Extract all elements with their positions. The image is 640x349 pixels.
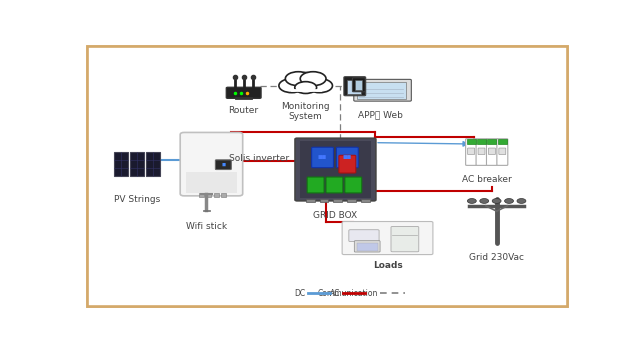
Text: Solis inverter: Solis inverter — [229, 154, 289, 163]
FancyBboxPatch shape — [214, 193, 219, 197]
Text: Grid 230Vac: Grid 230Vac — [469, 253, 524, 262]
FancyBboxPatch shape — [207, 193, 211, 197]
Text: DC: DC — [294, 289, 306, 298]
FancyBboxPatch shape — [300, 141, 371, 198]
FancyBboxPatch shape — [348, 199, 356, 202]
FancyBboxPatch shape — [339, 155, 356, 173]
FancyBboxPatch shape — [88, 46, 568, 306]
Text: Communication: Communication — [317, 289, 378, 298]
Text: PV Strings: PV Strings — [114, 195, 160, 204]
FancyBboxPatch shape — [342, 222, 433, 254]
FancyBboxPatch shape — [333, 199, 342, 202]
FancyBboxPatch shape — [355, 80, 362, 90]
Circle shape — [285, 72, 311, 86]
Circle shape — [480, 199, 489, 203]
Circle shape — [300, 72, 326, 86]
FancyBboxPatch shape — [307, 177, 324, 193]
Circle shape — [517, 199, 526, 203]
FancyBboxPatch shape — [130, 152, 144, 176]
Circle shape — [288, 73, 324, 92]
FancyBboxPatch shape — [180, 132, 243, 196]
Text: AC breaker: AC breaker — [462, 175, 511, 184]
FancyBboxPatch shape — [391, 227, 419, 252]
FancyBboxPatch shape — [498, 139, 507, 144]
FancyBboxPatch shape — [227, 87, 261, 98]
FancyBboxPatch shape — [344, 77, 365, 96]
FancyBboxPatch shape — [466, 139, 477, 165]
FancyBboxPatch shape — [354, 79, 412, 101]
FancyBboxPatch shape — [345, 177, 362, 193]
FancyBboxPatch shape — [476, 139, 487, 165]
FancyBboxPatch shape — [488, 139, 497, 144]
FancyBboxPatch shape — [499, 148, 506, 155]
FancyBboxPatch shape — [361, 199, 370, 202]
FancyBboxPatch shape — [486, 139, 497, 165]
Text: Loads: Loads — [372, 261, 403, 270]
FancyBboxPatch shape — [326, 177, 343, 193]
Text: Monitoring
System: Monitoring System — [282, 102, 330, 121]
FancyBboxPatch shape — [216, 160, 231, 170]
FancyBboxPatch shape — [202, 209, 211, 211]
FancyBboxPatch shape — [221, 193, 227, 197]
Text: Wifi stick: Wifi stick — [186, 222, 227, 231]
FancyBboxPatch shape — [357, 82, 406, 99]
FancyBboxPatch shape — [114, 152, 128, 176]
FancyBboxPatch shape — [199, 193, 204, 197]
FancyBboxPatch shape — [349, 230, 379, 242]
Text: APP． Web: APP． Web — [358, 110, 403, 119]
Circle shape — [279, 79, 305, 93]
Circle shape — [295, 82, 317, 94]
Text: ◼◼: ◼◼ — [342, 155, 352, 160]
FancyBboxPatch shape — [295, 138, 376, 201]
FancyBboxPatch shape — [477, 139, 486, 144]
Circle shape — [504, 199, 513, 203]
Text: ◼: ◼ — [221, 162, 225, 167]
FancyBboxPatch shape — [488, 148, 495, 155]
Circle shape — [307, 79, 332, 93]
FancyBboxPatch shape — [348, 80, 361, 94]
Text: Router: Router — [228, 105, 259, 114]
Text: GRID BOX: GRID BOX — [314, 211, 358, 220]
FancyBboxPatch shape — [352, 78, 365, 92]
FancyBboxPatch shape — [337, 147, 358, 168]
FancyBboxPatch shape — [306, 199, 315, 202]
FancyBboxPatch shape — [319, 199, 328, 202]
FancyBboxPatch shape — [186, 172, 237, 193]
FancyBboxPatch shape — [356, 243, 378, 251]
Circle shape — [467, 199, 476, 203]
FancyBboxPatch shape — [467, 139, 476, 144]
FancyBboxPatch shape — [146, 152, 160, 176]
FancyBboxPatch shape — [468, 148, 475, 155]
FancyBboxPatch shape — [497, 139, 508, 165]
Text: AC: AC — [330, 289, 340, 298]
FancyBboxPatch shape — [478, 148, 485, 155]
Text: ◼◼: ◼◼ — [318, 155, 327, 160]
FancyBboxPatch shape — [312, 147, 333, 168]
FancyBboxPatch shape — [355, 241, 380, 252]
Circle shape — [492, 199, 501, 203]
